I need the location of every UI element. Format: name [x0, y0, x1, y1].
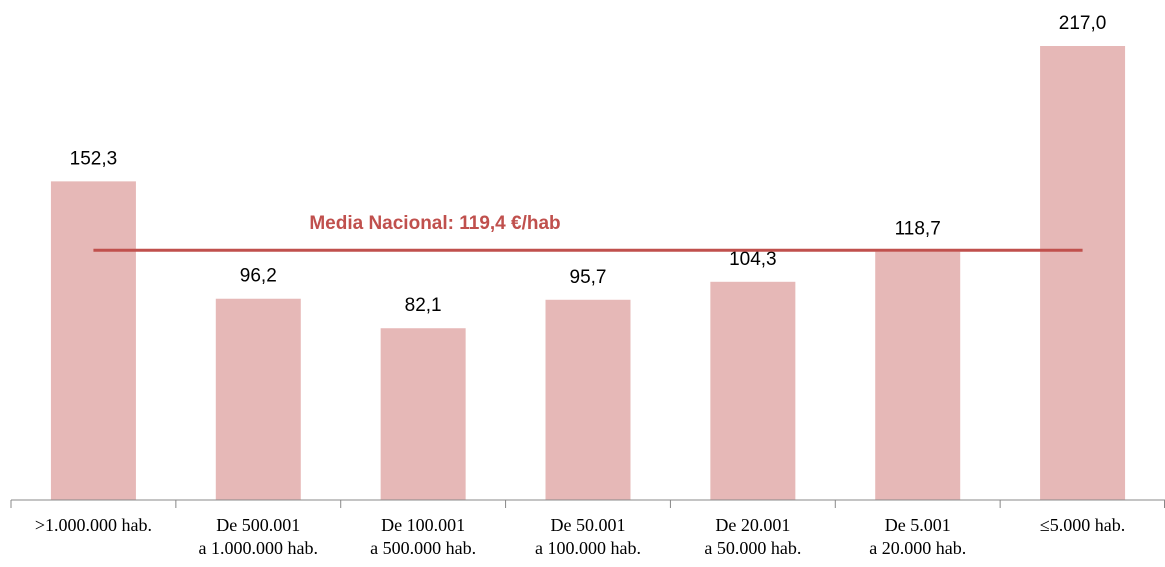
- x-tick-label: a 500.000 hab.: [370, 538, 476, 558]
- x-tick-label: >1.000.000 hab.: [35, 515, 152, 535]
- x-tick-label: De 5.001: [885, 515, 951, 535]
- value-label: 82,1: [405, 295, 442, 316]
- value-label: 118,7: [895, 219, 941, 240]
- value-label: 217,0: [1059, 13, 1107, 34]
- x-tick-label: De 50.001: [551, 515, 626, 535]
- bar: [380, 328, 466, 500]
- x-tick-label: a 20.000 hab.: [869, 538, 966, 558]
- bar: [710, 281, 796, 500]
- x-tick-label: ≤5.000 hab.: [1040, 515, 1125, 535]
- value-label: 95,7: [570, 267, 607, 288]
- reference-label: Media Nacional: 119,4 €/hab: [309, 213, 560, 234]
- x-tick-label: De 20.001: [715, 515, 790, 535]
- bar: [50, 181, 136, 500]
- bar: [545, 299, 631, 500]
- value-label: 152,3: [70, 148, 118, 169]
- x-tick-label: De 500.001: [216, 515, 300, 535]
- bar: [1040, 46, 1126, 500]
- x-tick-label: a 100.000 hab.: [535, 538, 641, 558]
- value-label: 104,3: [729, 249, 777, 270]
- x-tick-label: De 100.001: [381, 515, 465, 535]
- bar: [215, 298, 301, 500]
- x-tick-label: a 1.000.000 hab.: [199, 538, 318, 558]
- bar: [875, 251, 961, 500]
- x-tick-label: a 50.000 hab.: [704, 538, 801, 558]
- value-label: 96,2: [240, 266, 277, 287]
